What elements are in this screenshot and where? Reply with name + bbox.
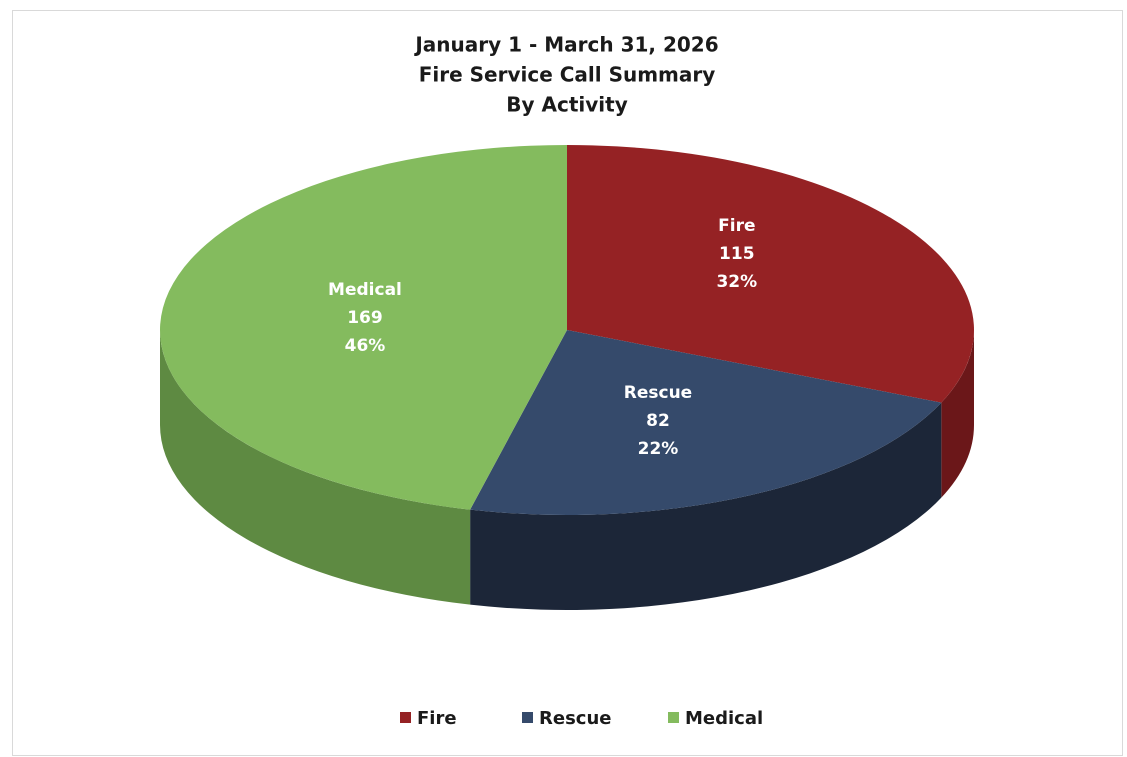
chart-title: Fire Service Call Summary — [419, 63, 716, 87]
pie-slice — [470, 330, 942, 515]
legend-swatch — [400, 712, 411, 723]
data-label-name: Rescue — [624, 383, 692, 403]
legend-label: Fire — [417, 708, 457, 729]
chart-title: By Activity — [506, 93, 627, 117]
legend-label: Rescue — [539, 708, 611, 729]
pie-slice — [159, 145, 567, 510]
legend-swatch — [668, 712, 679, 723]
data-label-value: 169 — [347, 308, 383, 328]
data-label-percent: 22% — [638, 439, 679, 459]
pie-slice — [567, 145, 974, 403]
data-label-name: Fire — [718, 216, 755, 236]
pie-side — [470, 402, 942, 610]
legend-swatch — [522, 712, 533, 723]
pie-side — [160, 330, 471, 605]
data-label-value: 82 — [646, 411, 670, 431]
data-label-name: Medical — [328, 280, 402, 300]
legend-label: Medical — [685, 708, 763, 729]
data-label-percent: 32% — [716, 272, 757, 292]
chart-title: January 1 - March 31, 2026 — [413, 33, 718, 57]
data-label-percent: 46% — [345, 336, 386, 356]
data-label-value: 115 — [719, 244, 755, 264]
pie-side — [941, 330, 974, 498]
